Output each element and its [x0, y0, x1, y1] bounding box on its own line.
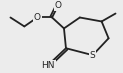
- Text: S: S: [90, 51, 96, 60]
- Text: O: O: [54, 1, 62, 10]
- Text: HN: HN: [41, 61, 55, 70]
- Text: O: O: [34, 13, 41, 22]
